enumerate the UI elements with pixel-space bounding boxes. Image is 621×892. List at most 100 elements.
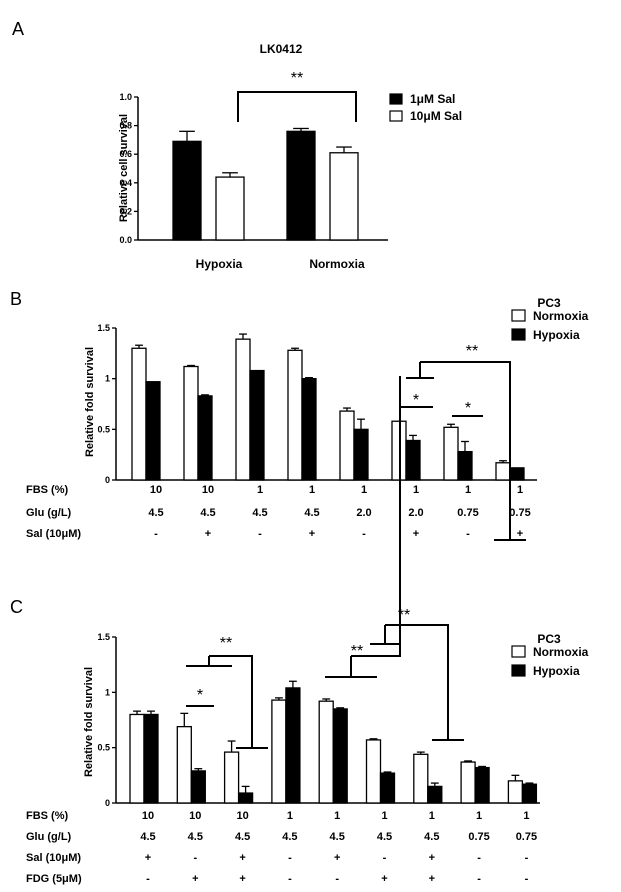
panel-c-sig-label: * <box>197 687 203 704</box>
panel-c-condition-value: + <box>192 873 198 885</box>
panel-b-bar-s2 <box>509 467 525 481</box>
panel-c-letter: C <box>10 597 23 617</box>
panel-c-condition-value: 10 <box>189 810 201 822</box>
panel-c-condition-value: - <box>288 873 292 885</box>
panel-c-bar-s2 <box>143 713 159 804</box>
panel-b-y-tick-label: 1.5 <box>97 323 110 333</box>
panel-b-sig-label: * <box>465 400 471 417</box>
panel-c-bar-s2 <box>379 772 396 804</box>
panel-b-bar-s2 <box>249 369 265 481</box>
panel-b-condition-value: 2.0 <box>408 507 423 519</box>
panel-b-condition-value: 4.5 <box>148 507 163 519</box>
panel-c-condition-label: FDG (5μM) <box>26 873 82 885</box>
panel-b-y-tick-label: 0.5 <box>97 424 110 434</box>
panel-c-legend-swatch <box>511 664 526 677</box>
panel-a-legend-swatch <box>389 93 403 105</box>
panel-a-legend-label: 1μM Sal <box>410 92 455 106</box>
panel-a-legend-swatch <box>389 110 403 122</box>
panel-c-bar-s2 <box>332 708 348 804</box>
panel-b-bar-s1 <box>495 462 511 481</box>
panel-b-y-tick-label: 0 <box>105 475 110 485</box>
panel-b-sig-bracket <box>420 361 511 540</box>
panel-b-sig-label: ** <box>466 343 478 360</box>
panel-c-sig-label: ** <box>351 643 363 660</box>
panel-c-condition-value: 4.5 <box>424 831 439 843</box>
panel-b-condition-value: 4.5 <box>200 507 215 519</box>
panel-c-condition-value: + <box>239 873 245 885</box>
panel-a-bar-s2 <box>329 152 359 241</box>
panel-b-condition-value: + <box>309 528 315 540</box>
panel-c-y-tick-label: 1.5 <box>97 632 110 642</box>
panel-c-bar-s2 <box>285 687 301 804</box>
panel-c-bar-s2 <box>521 783 538 804</box>
panel-c-y-tick-label: 1 <box>105 687 110 697</box>
panel-b-legend-label: Normoxia <box>533 309 589 323</box>
panel-c-condition-value: 1 <box>429 810 435 822</box>
panel-b-bar-s1 <box>235 338 251 481</box>
panel-b-bar-s1 <box>339 410 355 481</box>
panel-c-condition-value: - <box>193 852 197 864</box>
panel-c-condition-value: 1 <box>334 810 340 822</box>
panel-b-condition-value: + <box>413 528 419 540</box>
panel-b-condition-value: - <box>258 528 262 540</box>
panel-c-condition-value: 10 <box>236 810 248 822</box>
panel-c-condition-value: - <box>335 873 339 885</box>
panel-c-bar-s1 <box>129 713 145 804</box>
panel-b-condition-value: 0.75 <box>457 507 478 519</box>
panel-b-condition-value: 1 <box>309 484 315 496</box>
panel-c-legend-label: Normoxia <box>533 645 589 659</box>
panel-c-condition-value: 4.5 <box>235 831 250 843</box>
panel-b-condition-value: 4.5 <box>252 507 267 519</box>
panel-c-condition-value: 1 <box>476 810 482 822</box>
panel-a-bar-s1 <box>172 140 202 241</box>
panel-b-legend-label: Hypoxia <box>533 328 580 342</box>
panel-b-condition-label: Sal (10μM) <box>26 528 81 540</box>
panel-b-condition-value: 4.5 <box>304 507 319 519</box>
panel-c-condition-value: + <box>334 852 340 864</box>
panel-c-condition-value: 1 <box>381 810 387 822</box>
panel-c-y-tick-label: 0 <box>105 798 110 808</box>
panel-b-condition-value: 1 <box>413 484 419 496</box>
panel-c-bar-s1 <box>365 739 382 804</box>
panel-c-condition-value: + <box>429 852 435 864</box>
panel-b-bar-s2 <box>457 450 473 481</box>
panel-b-condition-label: Glu (g/L) <box>26 507 72 519</box>
panel-b-condition-value: 10 <box>150 484 162 496</box>
panel-c-bar-s1 <box>271 699 287 804</box>
panel-c-condition-label: FBS (%) <box>26 810 69 822</box>
panel-b-bar-s1 <box>131 347 147 481</box>
panel-c-sig-label: ** <box>398 607 410 624</box>
panel-c-legend-title: PC3 <box>537 632 561 646</box>
panel-c-y-axis-label: Relative fold survival <box>83 667 95 777</box>
panel-c-condition-value: 4.5 <box>188 831 203 843</box>
panel-b-condition-value: 1 <box>361 484 367 496</box>
panel-b-legend-swatch <box>511 328 526 341</box>
panel-c-condition-value: + <box>239 852 245 864</box>
panel-b-condition-value: 0.75 <box>509 507 530 519</box>
panel-a-legend-label: 10μM Sal <box>410 109 462 123</box>
panel-b-y-tick-label: 1 <box>105 374 110 384</box>
panel-c-condition-value: + <box>429 873 435 885</box>
panel-c-bar-s2 <box>237 792 254 804</box>
panel-a-y-axis-label: Relative cell survival <box>118 114 130 222</box>
panel-b-bar-s2 <box>405 439 421 481</box>
panel-a-y-tick-label: 0.2 <box>119 206 132 216</box>
panel-b-legend-title: PC3 <box>537 296 561 310</box>
panel-b-condition-value: 1 <box>257 484 263 496</box>
panel-c-condition-value: 4.5 <box>140 831 155 843</box>
panel-c-legend-swatch <box>511 645 526 658</box>
panel-c-condition-value: 4.5 <box>282 831 297 843</box>
panel-c-bar-s2 <box>474 766 490 804</box>
panel-c-condition-value: 0.75 <box>516 831 537 843</box>
panel-b-condition-value: 1 <box>517 484 523 496</box>
panel-c-condition-value: 4.5 <box>330 831 345 843</box>
panel-c-legend-label: Hypoxia <box>533 664 580 678</box>
panel-b-condition-value: - <box>154 528 158 540</box>
panel-a-y-tick-label: 0.8 <box>119 121 132 131</box>
panel-c-sig-bracket <box>351 376 401 657</box>
panel-a-sig-label: ** <box>291 70 303 87</box>
panel-a-category-label: Hypoxia <box>196 257 243 271</box>
panel-c-sig-bracket <box>385 624 449 740</box>
panel-a-y-tick-label: 1.0 <box>119 92 132 102</box>
panel-b-condition-value: - <box>466 528 470 540</box>
